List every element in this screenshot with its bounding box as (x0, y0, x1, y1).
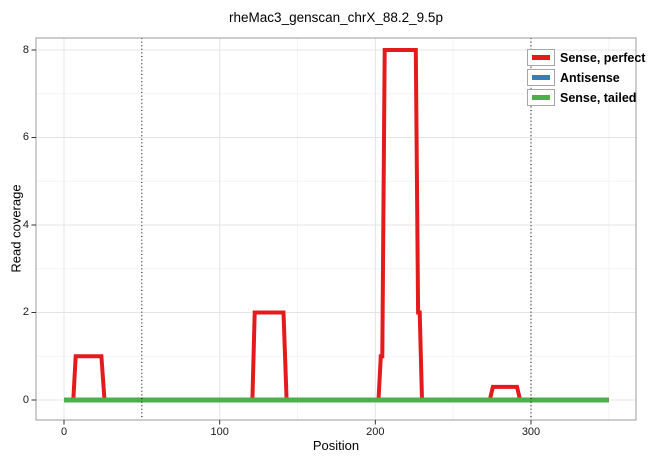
legend-label: Sense, perfect (560, 50, 646, 65)
x-tick-label: 200 (366, 426, 385, 438)
legend-key-box (527, 69, 555, 86)
legend-label: Sense, tailed (560, 90, 637, 105)
legend-key-box (527, 89, 555, 106)
legend-entry-antisense: Antisense (527, 69, 645, 86)
y-tick-label: 0 (22, 393, 29, 406)
y-tick-label: 4 (22, 218, 29, 231)
legend: Sense, perfect Antisense Sense, tailed (527, 49, 645, 109)
chart-title: rheMac3_genscan_chrX_88.2_9.5p (229, 10, 443, 25)
x-tick-label: 100 (210, 426, 229, 438)
y-tick-label: 2 (22, 306, 29, 318)
legend-label: Antisense (560, 70, 620, 85)
x-tick-label: 300 (521, 426, 541, 438)
y-tick-label: 8 (22, 43, 29, 56)
legend-entry-sense-perfect: Sense, perfect (527, 49, 645, 66)
legend-entry-sense-tailed: Sense, tailed (527, 89, 645, 106)
x-tick-label: 0 (60, 426, 68, 438)
legend-swatch-sense-tailed (532, 95, 550, 100)
y-tick-label: 6 (22, 131, 29, 143)
legend-key-box (527, 49, 555, 66)
legend-swatch-antisense (532, 75, 550, 80)
series-line-sense-perfect (64, 48, 609, 402)
x-axis-title: Position (312, 438, 360, 453)
panel-border (35, 37, 637, 421)
legend-swatch-sense-perfect (532, 55, 550, 60)
